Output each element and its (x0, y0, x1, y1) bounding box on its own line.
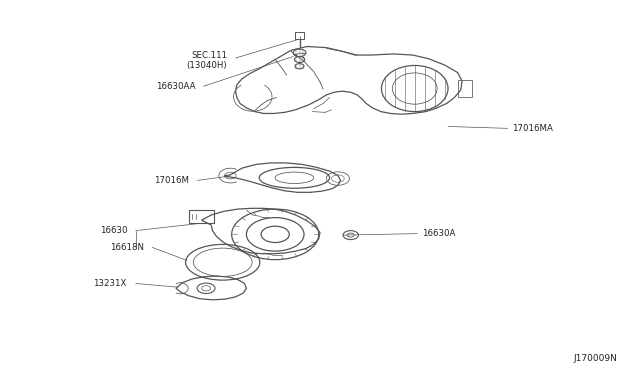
Text: 16630: 16630 (100, 226, 128, 235)
Text: 16630AA: 16630AA (156, 82, 195, 91)
Bar (189, 210, 214, 223)
Text: 13231X: 13231X (93, 279, 127, 288)
Text: 17016M: 17016M (154, 176, 189, 185)
Bar (295, 32, 304, 39)
Text: J170009N: J170009N (573, 354, 618, 363)
Text: 16618N: 16618N (110, 243, 144, 252)
Bar (458, 80, 472, 97)
Text: 16630A: 16630A (422, 229, 456, 238)
Text: 17016MA: 17016MA (512, 124, 553, 133)
Text: SEC.111
(13040H): SEC.111 (13040H) (187, 51, 227, 70)
